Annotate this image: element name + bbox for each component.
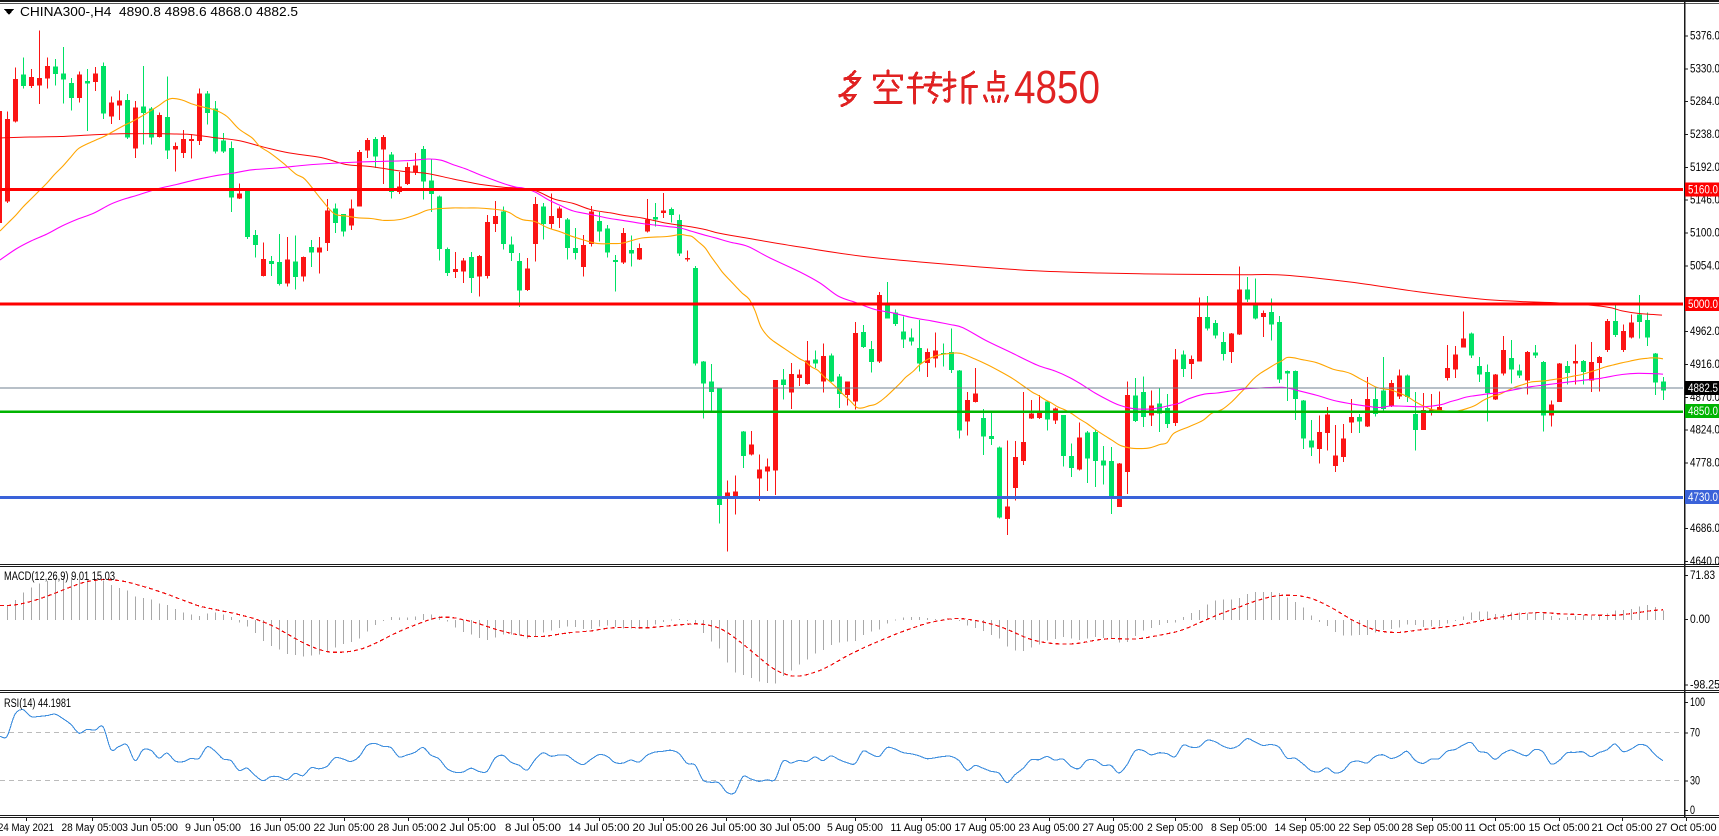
svg-text:5146.0: 5146.0	[1690, 195, 1719, 207]
svg-text:5160.0: 5160.0	[1688, 185, 1718, 197]
svg-text:MACD(12,26,9) 9.01 15.03: MACD(12,26,9) 9.01 15.03	[4, 571, 115, 583]
svg-text:4850.0: 4850.0	[1688, 406, 1718, 418]
svg-text:4686.0: 4686.0	[1690, 523, 1719, 535]
svg-text:22 Sep 05:00: 22 Sep 05:00	[1339, 822, 1400, 834]
svg-text:5284.0: 5284.0	[1690, 96, 1719, 108]
svg-text:9 Jun 05:00: 9 Jun 05:00	[185, 822, 241, 834]
svg-text:5000.0: 5000.0	[1688, 299, 1718, 311]
svg-text:14 Sep 05:00: 14 Sep 05:00	[1275, 822, 1336, 834]
svg-text:30: 30	[1690, 776, 1700, 788]
svg-text:4730.0: 4730.0	[1688, 492, 1718, 504]
svg-text:5 Aug 05:00: 5 Aug 05:00	[827, 822, 883, 834]
svg-text:71.83: 71.83	[1690, 570, 1715, 582]
svg-text:20 Jul 05:00: 20 Jul 05:00	[633, 822, 694, 834]
svg-text:27 Oct 05:00: 27 Oct 05:00	[1656, 822, 1717, 834]
svg-text:24 May 2021: 24 May 2021	[0, 822, 54, 834]
svg-text:17 Aug 05:00: 17 Aug 05:00	[955, 822, 1016, 834]
svg-text:5054.0: 5054.0	[1690, 260, 1719, 272]
svg-text:27 Aug 05:00: 27 Aug 05:00	[1083, 822, 1144, 834]
svg-text:5238.0: 5238.0	[1690, 129, 1719, 141]
svg-text:8 Jul 05:00: 8 Jul 05:00	[505, 822, 561, 834]
svg-text:23 Aug 05:00: 23 Aug 05:00	[1019, 822, 1080, 834]
svg-text:11 Aug 05:00: 11 Aug 05:00	[891, 822, 952, 834]
svg-text:8 Sep 05:00: 8 Sep 05:00	[1211, 822, 1267, 834]
svg-text:4850: 4850	[1014, 61, 1100, 113]
svg-text:28 Jun 05:00: 28 Jun 05:00	[378, 822, 439, 834]
svg-text:100: 100	[1690, 697, 1705, 709]
svg-text:26 Jul 05:00: 26 Jul 05:00	[696, 822, 757, 834]
svg-text:70: 70	[1690, 728, 1700, 740]
svg-text:5330.0: 5330.0	[1690, 63, 1719, 75]
svg-text:0.00: 0.00	[1690, 614, 1710, 626]
svg-text:4778.0: 4778.0	[1690, 458, 1719, 470]
svg-text:14 Jul 05:00: 14 Jul 05:00	[569, 822, 630, 834]
svg-text:2 Jul 05:00: 2 Jul 05:00	[440, 822, 496, 834]
svg-text:4824.0: 4824.0	[1690, 425, 1719, 437]
svg-text:16 Jun 05:00: 16 Jun 05:00	[250, 822, 311, 834]
svg-text:-98.25: -98.25	[1690, 679, 1719, 691]
svg-text:4916.0: 4916.0	[1690, 359, 1719, 371]
svg-text:22 Jun 05:00: 22 Jun 05:00	[314, 822, 375, 834]
svg-text:28 May 05:00: 28 May 05:00	[62, 822, 123, 834]
svg-text:15 Oct 05:00: 15 Oct 05:00	[1529, 822, 1590, 834]
svg-text:11 Oct 05:00: 11 Oct 05:00	[1465, 822, 1526, 834]
svg-text:0: 0	[1690, 805, 1695, 817]
svg-text:3 Jun 05:00: 3 Jun 05:00	[122, 822, 178, 834]
svg-text:4882.5: 4882.5	[1688, 383, 1718, 395]
svg-text:2 Sep 05:00: 2 Sep 05:00	[1147, 822, 1203, 834]
svg-text:4962.0: 4962.0	[1690, 326, 1719, 338]
svg-text:RSI(14) 44.1981: RSI(14) 44.1981	[4, 698, 71, 710]
svg-text:5376.0: 5376.0	[1690, 31, 1719, 43]
svg-text:5100.0: 5100.0	[1690, 228, 1719, 240]
svg-text:30 Jul 05:00: 30 Jul 05:00	[760, 822, 821, 834]
svg-text:4640.0: 4640.0	[1690, 556, 1719, 568]
svg-text:28 Sep 05:00: 28 Sep 05:00	[1402, 822, 1463, 834]
svg-text:5192.0: 5192.0	[1690, 162, 1719, 174]
svg-text:CHINA300-,H4 4890.8 4898.6 48: CHINA300-,H4 4890.8 4898.6 4868.0 4882.5	[20, 5, 298, 19]
svg-text:21 Oct 05:00: 21 Oct 05:00	[1592, 822, 1653, 834]
